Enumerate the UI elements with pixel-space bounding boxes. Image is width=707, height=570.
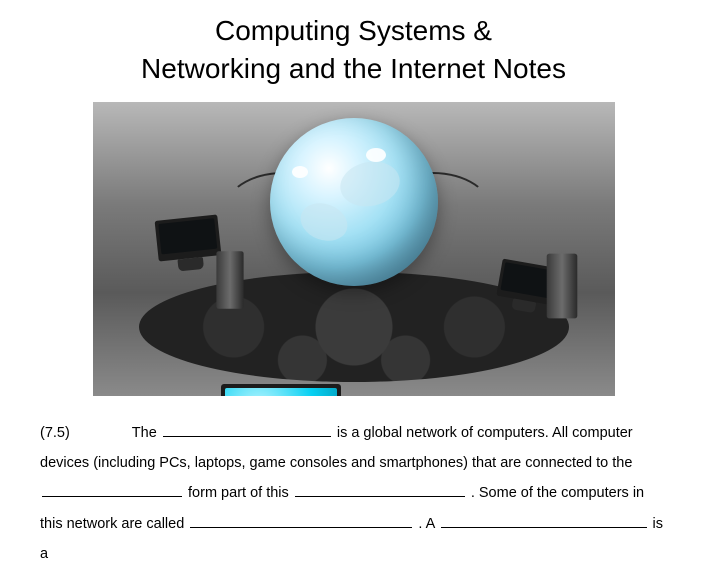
pc-tower-device <box>216 251 243 309</box>
para-text: devices (including PCs, laptops, game co… <box>40 455 632 471</box>
fill-blank[interactable] <box>190 513 412 528</box>
para-text: is a global network of computers. All co… <box>337 425 633 441</box>
fill-blank[interactable] <box>295 482 465 497</box>
title-line-2: Networking and the Internet Notes <box>141 53 566 84</box>
para-text: . A <box>418 516 434 532</box>
pc-tower-device <box>546 253 577 318</box>
para-text: network are called <box>67 516 185 532</box>
fill-blank[interactable] <box>441 513 647 528</box>
worksheet-page: Computing Systems & Networking and the I… <box>0 0 707 570</box>
fill-blank[interactable] <box>163 421 331 436</box>
para-text: The <box>132 425 157 441</box>
title-line-1: Computing Systems & <box>215 15 492 46</box>
hero-illustration <box>93 102 615 396</box>
desktop-monitor-device <box>221 384 341 396</box>
fill-blank[interactable] <box>42 482 182 497</box>
monitor-device <box>154 214 221 261</box>
section-number: (7.5) <box>40 418 128 448</box>
fill-in-paragraph: (7.5) The is a global network of compute… <box>40 418 667 570</box>
globe-icon <box>270 118 438 286</box>
page-title: Computing Systems & Networking and the I… <box>141 12 566 88</box>
para-text: form part of this <box>188 485 289 501</box>
